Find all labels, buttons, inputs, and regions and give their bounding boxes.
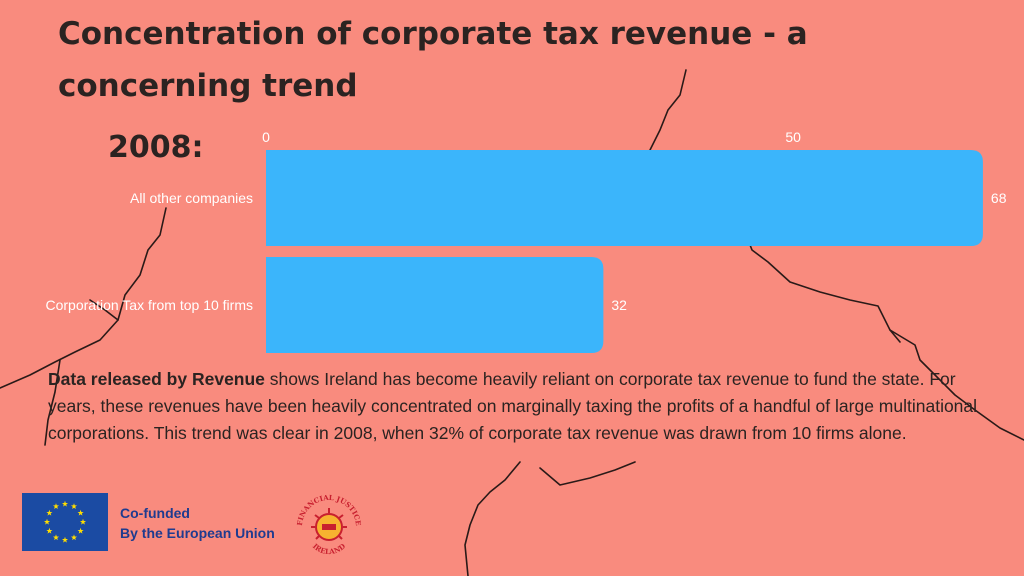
eu-star-icon (43, 518, 51, 525)
description-bold-lead: Data released by Revenue (48, 369, 265, 389)
financial-justice-ireland-logo: FINANCIAL JUSTICE IRELAND (292, 491, 366, 557)
eu-star-icon (77, 509, 84, 516)
x-tick-label: 0 (262, 129, 270, 145)
eu-star-icon (52, 534, 60, 541)
cofunded-line-1: Co-funded (120, 505, 190, 521)
cofunded-label: Co-funded By the European Union (120, 503, 275, 543)
page-title: Concentration of corporate tax revenue -… (58, 16, 808, 104)
eu-star-icon (70, 534, 78, 541)
eu-star-icon (46, 509, 53, 516)
eu-star-icon (61, 536, 69, 543)
logo-text-bottom: IRELAND (311, 542, 347, 557)
eu-star-icon (52, 503, 60, 509)
data-label: 68 (991, 190, 1007, 206)
eu-star-icon (77, 527, 84, 534)
description-text: shows Ireland has become heavily reliant… (48, 369, 978, 443)
category-label: Corporation Tax from top 10 firms (46, 297, 254, 313)
bar-chart: 0 50 All other companies 68 Corporation Tax … (46, 129, 1007, 353)
eu-star-icon (46, 527, 53, 534)
year-label: 2008: (108, 130, 204, 165)
bar (266, 257, 604, 353)
description-paragraph: Data released by Revenue shows Ireland h… (48, 366, 988, 447)
eu-star-icon (70, 503, 78, 509)
svg-text:IRELAND: IRELAND (311, 542, 347, 557)
eu-flag-icon (22, 493, 108, 551)
eu-star-icon (79, 518, 87, 525)
category-label: All other companies (130, 190, 253, 206)
cofunded-line-2: By the European Union (120, 525, 275, 541)
x-tick-label: 50 (785, 129, 801, 145)
eu-star-icon (61, 500, 69, 507)
data-label: 32 (611, 297, 627, 313)
bar (266, 150, 983, 246)
